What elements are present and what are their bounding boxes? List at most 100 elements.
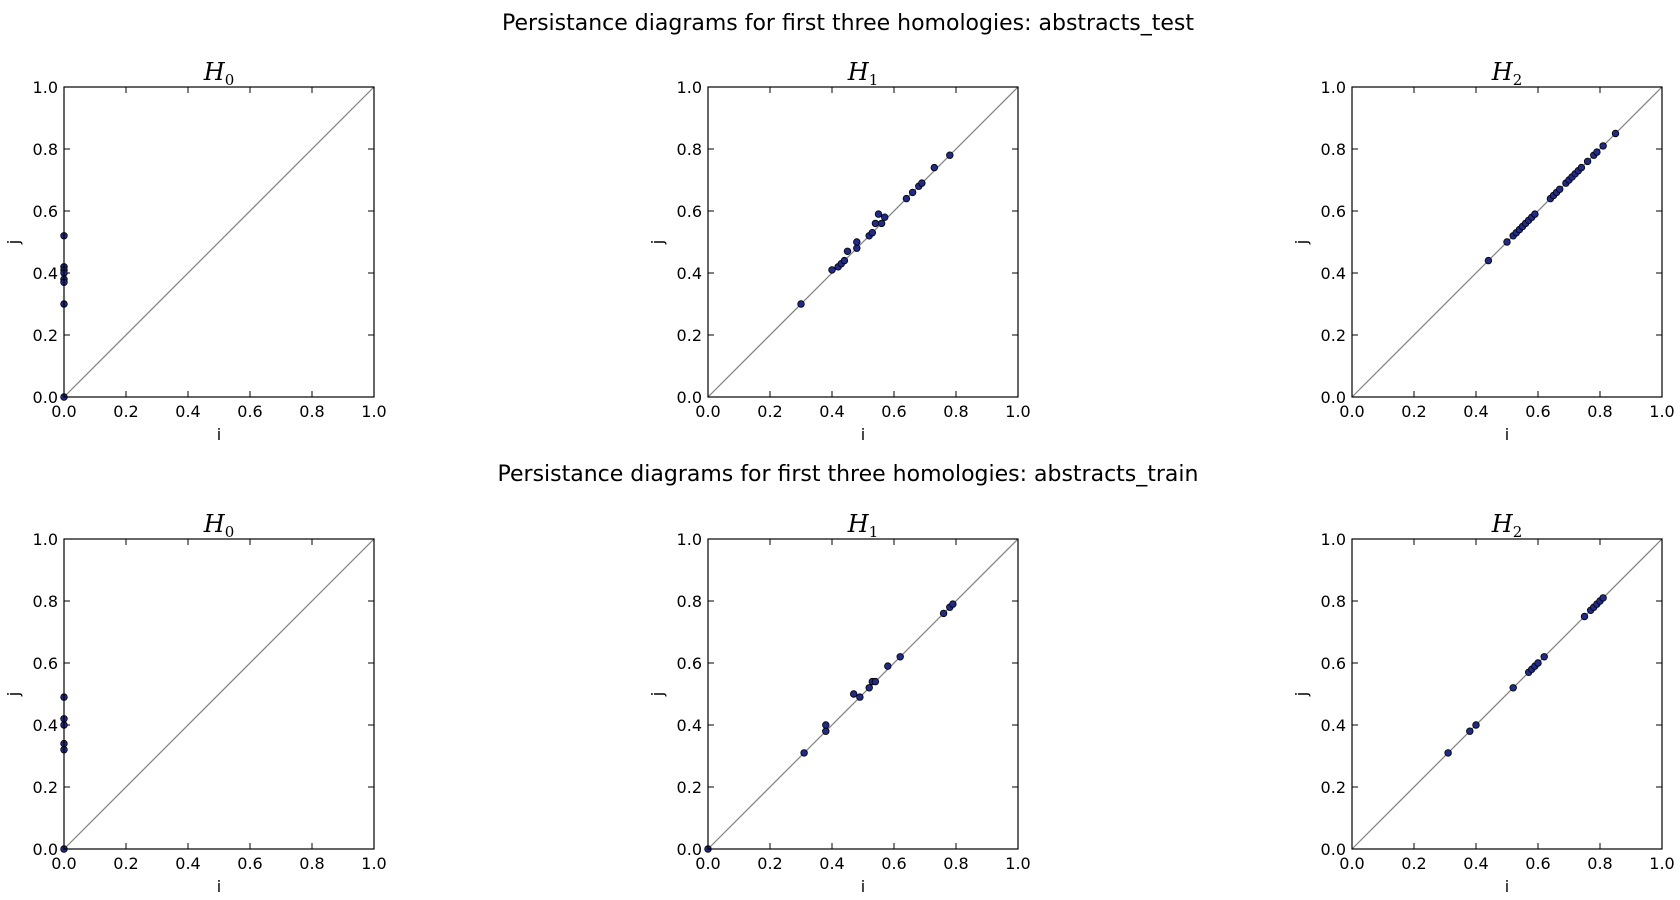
diagonal-line [63,538,375,850]
axes-frame [63,86,375,398]
data-point [822,727,830,735]
x-tick-label: 0.6 [237,402,262,421]
panel-0: 0.0 0.2 0.4 0.6 0.8 1.0 0.0 0.2 0.4 0.6 0.8 1.0 i j H0 [4,58,387,444]
data-point [1472,721,1480,729]
data-point [850,690,858,698]
y-tick-label: 0.0 [677,388,702,407]
panel-title: H0 [203,510,234,541]
y-tick-label: 0.6 [677,202,702,221]
x-tick-label: 0.6 [1525,402,1550,421]
data-point [1611,129,1620,138]
data-point [1540,653,1548,661]
data-point [856,693,864,701]
y-tick-label: 1.0 [1321,78,1346,97]
x-axis-label: i [217,425,221,444]
x-tick-label: 0.8 [943,402,968,421]
x-tick-label: 0.2 [1401,854,1426,873]
panels-group: 0.0 0.2 0.4 0.6 0.8 1.00.00.20.40.60.81.0ijH0… [4,58,1675,896]
x-tick-label: 0.0 [51,854,76,873]
x-axis-label: i [1505,425,1509,444]
y-tick-label: 1.0 [677,78,702,97]
panel-title: H0 [203,58,234,89]
y-tick-label: 1.0 [33,78,58,97]
axes-frame [1351,538,1663,850]
x-tick-label: 0.6 [237,854,262,873]
data-point [1534,659,1542,667]
data-point [1503,238,1511,246]
data-point [896,653,904,661]
y-axis-label: j [648,692,667,697]
axes-frame [1351,86,1663,398]
panel-3: 0.0 0.2 0.4 0.6 0.8 1.0 0.0 0.2 0.4 0.6 0.8 1.0 i j H0 [4,510,387,896]
panel-title-subscript: 2 [1513,523,1523,541]
y-tick-label: 0.8 [33,140,58,159]
data-point [877,219,886,228]
x-tick-label: 0.2 [757,402,782,421]
data-point [939,609,948,618]
panel-title-subscript: 1 [869,71,879,89]
data-point [822,721,830,729]
x-axis-label: i [861,425,865,444]
y-tick-label: 0.0 [677,840,702,859]
y-axis-label: j [4,240,23,245]
y-tick-label: 0.2 [677,778,702,797]
x-tick-label: 0.2 [1401,402,1426,421]
data-point [1555,185,1564,193]
y-axis-label: j [648,240,667,245]
data-point [1599,594,1607,602]
panel-title-base: H [203,510,226,538]
y-tick-label: 0.6 [33,654,58,673]
panel-title-base: H [203,58,226,86]
data-point [828,266,836,274]
panel-2: 0.0 0.2 0.4 0.6 0.8 1.0 0.0 0.2 0.4 0.6 0.8 1.0 i j H2 [1292,58,1675,444]
data-point [1583,157,1592,166]
y-tick-label: 0.4 [677,716,702,735]
x-tick-label: 0.4 [1463,854,1488,873]
y-tick-label: 0.6 [1321,654,1346,673]
y-tick-label: 0.4 [1321,264,1346,283]
data-point [949,600,957,608]
y-tick-label: 0.0 [1321,388,1346,407]
x-tick-label: 0.4 [175,854,200,873]
data-point [1599,142,1607,150]
y-tick-label: 1.0 [677,530,702,549]
x-tick-label: 0.8 [1587,402,1612,421]
y-tick-label: 0.8 [1321,140,1346,159]
data-point [930,163,938,172]
y-tick-label: 0.0 [33,388,58,407]
data-point [865,684,873,692]
x-tick-label: 0.0 [1339,854,1364,873]
y-tick-label: 0.4 [33,264,58,283]
axes-frame [63,538,375,850]
x-tick-label: 0.0 [695,854,720,873]
y-tick-label: 0.2 [1321,326,1346,345]
data-point [1509,684,1517,692]
data-point [902,194,911,203]
data-point [1531,210,1539,218]
y-tick-label: 0.8 [677,140,702,159]
data-point [1484,256,1493,265]
data-point [881,213,889,221]
axes-frame [707,86,1019,398]
y-tick-label: 0.0 [1321,840,1346,859]
x-tick-label: 1.0 [361,854,386,873]
panel-4: 0.0 0.2 0.4 0.6 0.8 1.0 0.0 0.2 0.4 0.6 0.8 1.0 i j H1 [648,510,1031,896]
x-tick-label: 0.4 [819,854,844,873]
panel-title-base: H [1491,58,1514,86]
x-tick-label: 0.4 [175,402,200,421]
y-tick-label: 0.6 [1321,202,1346,221]
x-tick-label: 0.6 [881,402,906,421]
diagonal-line [1351,538,1663,850]
data-point [1577,163,1586,172]
y-tick-label: 0.8 [677,592,702,611]
data-point [918,179,926,187]
x-tick-label: 0.4 [819,402,844,421]
x-tick-label: 0.8 [299,402,324,421]
data-point [1444,749,1452,757]
axes-frame [707,538,1019,850]
panel-title-base: H [847,58,870,86]
data-point [871,219,880,228]
x-tick-label: 0.8 [943,854,968,873]
row-title-train: Persistance diagrams for first three hom… [498,462,1199,487]
